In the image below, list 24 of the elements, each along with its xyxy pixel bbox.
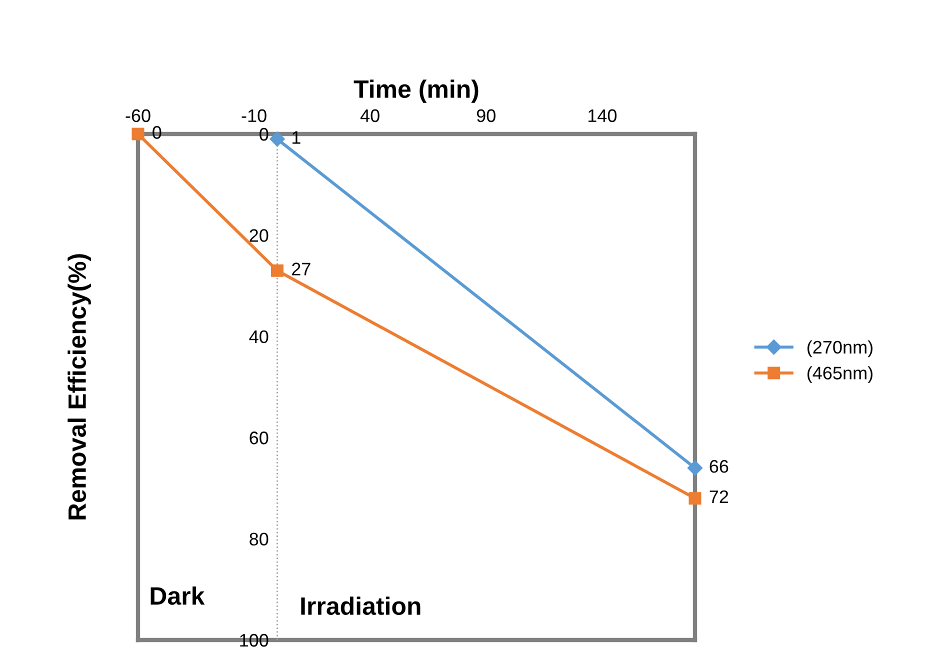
annotation: Dark [150, 586, 205, 605]
data-label: 27 [292, 262, 310, 276]
annotation: Irradiation [301, 596, 420, 615]
x-tick-label: 40 [360, 109, 380, 122]
point [270, 131, 285, 147]
y-axis-title: Removal Efficiency(%) [68, 254, 91, 520]
x-axis-title: Time (min) [354, 80, 478, 103]
y-tick-label: 60 [250, 432, 268, 444]
y-tick-label: 80 [250, 532, 268, 546]
y-tick-label: 40 [249, 330, 268, 344]
data-label: 66 [710, 460, 728, 473]
x-tick-label: 140 [588, 109, 617, 122]
data-label: 72 [710, 490, 728, 503]
legend-label: (465nm) [807, 366, 872, 384]
point [687, 460, 703, 476]
x-tick-label: -60 [126, 109, 150, 122]
data-label: 1 [292, 131, 300, 144]
y-tick-label: 20 [250, 229, 268, 242]
x-tick-label: -10 [242, 109, 266, 122]
point [132, 128, 144, 140]
point [271, 264, 284, 277]
point [688, 492, 702, 505]
legend-label: (270nm) [807, 340, 872, 358]
x-tick-label: 90 [476, 109, 496, 122]
